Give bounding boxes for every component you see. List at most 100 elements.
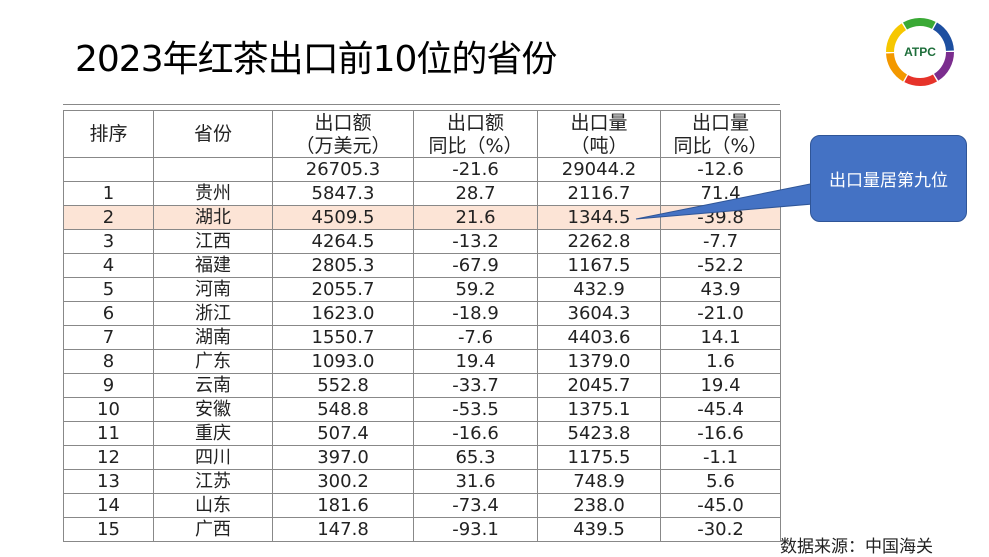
table-cell bbox=[63, 157, 154, 182]
table-cell: 8 bbox=[63, 349, 154, 374]
table-cell: 28.7 bbox=[413, 181, 538, 206]
table-cell: 1375.1 bbox=[537, 397, 661, 422]
column-header: 出口额 bbox=[272, 110, 414, 134]
table-cell: 福建 bbox=[153, 253, 273, 278]
table-cell: 3604.3 bbox=[537, 301, 661, 326]
table-row: 7 湖南 1550.7 -7.6 4403.6 14.1 bbox=[63, 325, 781, 350]
table-cell: 4264.5 bbox=[272, 229, 414, 254]
table-cell: -13.2 bbox=[413, 229, 538, 254]
table-cell: 四川 bbox=[153, 445, 273, 470]
table-row: 1 贵州 5847.3 28.7 2116.7 71.4 bbox=[63, 181, 781, 206]
table-row: 10 安徽 548.8 -53.5 1375.1 -45.4 bbox=[63, 397, 781, 422]
table-cell: 2055.7 bbox=[272, 277, 414, 302]
table-cell: 14.1 bbox=[660, 325, 781, 350]
table-cell: 65.3 bbox=[413, 445, 538, 470]
table-cell: 1550.7 bbox=[272, 325, 414, 350]
table-row: 12 四川 397.0 65.3 1175.5 -1.1 bbox=[63, 445, 781, 470]
table-cell: 552.8 bbox=[272, 373, 414, 398]
table-row: 8 广东 1093.0 19.4 1379.0 1.6 bbox=[63, 349, 781, 374]
table-cell: 浙江 bbox=[153, 301, 273, 326]
table-row: 11 重庆 507.4 -16.6 5423.8 -16.6 bbox=[63, 421, 781, 446]
table-cell: 15 bbox=[63, 517, 154, 542]
table-cell: 4509.5 bbox=[272, 205, 414, 230]
table-cell bbox=[153, 157, 273, 182]
table-cell: 147.8 bbox=[272, 517, 414, 542]
column-header: （万美元） bbox=[272, 134, 414, 158]
table-cell: -21.0 bbox=[660, 301, 781, 326]
table-cell: 14 bbox=[63, 493, 154, 518]
table-row: 5 河南 2055.7 59.2 432.9 43.9 bbox=[63, 277, 781, 302]
table-cell: 31.6 bbox=[413, 469, 538, 494]
table-cell: 6 bbox=[63, 301, 154, 326]
table-cell: 439.5 bbox=[537, 517, 661, 542]
column-header: 出口量 bbox=[660, 110, 781, 134]
table-cell: 181.6 bbox=[272, 493, 414, 518]
table-cell: 12 bbox=[63, 445, 154, 470]
table-cell: 贵州 bbox=[153, 181, 273, 206]
table-row: 6 浙江 1623.0 -18.9 3604.3 -21.0 bbox=[63, 301, 781, 326]
table-cell: 238.0 bbox=[537, 493, 661, 518]
table-row: 14 山东 181.6 -73.4 238.0 -45.0 bbox=[63, 493, 781, 518]
table-cell: 2116.7 bbox=[537, 181, 661, 206]
table-cell: -53.5 bbox=[413, 397, 538, 422]
table-cell: 湖北 bbox=[153, 205, 273, 230]
column-header: 出口额 bbox=[413, 110, 538, 134]
table-row: 4 福建 2805.3 -67.9 1167.5 -52.2 bbox=[63, 253, 781, 278]
table-cell: -45.4 bbox=[660, 397, 781, 422]
table-cell: -73.4 bbox=[413, 493, 538, 518]
table-row: 15 广西 147.8 -93.1 439.5 -30.2 bbox=[63, 517, 781, 542]
table-cell: -12.6 bbox=[660, 157, 781, 182]
data-source: 数据来源：中国海关 bbox=[780, 537, 933, 557]
table-cell: 湖南 bbox=[153, 325, 273, 350]
table-cell: 5423.8 bbox=[537, 421, 661, 446]
table-cell: -67.9 bbox=[413, 253, 538, 278]
table-cell: 1167.5 bbox=[537, 253, 661, 278]
table-cell: 山东 bbox=[153, 493, 273, 518]
table-cell: 1344.5 bbox=[537, 205, 661, 230]
table-cell: 5.6 bbox=[660, 469, 781, 494]
table-cell: 1093.0 bbox=[272, 349, 414, 374]
table-top-border bbox=[63, 104, 780, 105]
table-cell: -45.0 bbox=[660, 493, 781, 518]
table-cell: 江苏 bbox=[153, 469, 273, 494]
column-header: 出口量 bbox=[537, 110, 661, 134]
table-cell: 5 bbox=[63, 277, 154, 302]
table-cell: 4403.6 bbox=[537, 325, 661, 350]
atpc-logo: ATPC bbox=[886, 18, 954, 86]
table-cell: 21.6 bbox=[413, 205, 538, 230]
table-cell: 10 bbox=[63, 397, 154, 422]
table-cell: -39.8 bbox=[660, 205, 781, 230]
table-cell: 548.8 bbox=[272, 397, 414, 422]
table-cell: 19.4 bbox=[413, 349, 538, 374]
table-cell: 71.4 bbox=[660, 181, 781, 206]
table-cell: 重庆 bbox=[153, 421, 273, 446]
table-cell: 广东 bbox=[153, 349, 273, 374]
callout-text: 出口量居第九位 bbox=[829, 171, 948, 191]
table-row: 9 云南 552.8 -33.7 2045.7 19.4 bbox=[63, 373, 781, 398]
table-cell: 河南 bbox=[153, 277, 273, 302]
table-cell: 1379.0 bbox=[537, 349, 661, 374]
column-header: （吨） bbox=[537, 134, 661, 158]
table-row: 2 湖北 4509.5 21.6 1344.5 -39.8 bbox=[63, 205, 781, 230]
svg-text:ATPC: ATPC bbox=[904, 45, 936, 59]
table-cell: -7.6 bbox=[413, 325, 538, 350]
table-row: 26705.3 -21.6 29044.2 -12.6 bbox=[63, 157, 781, 182]
table-cell: 748.9 bbox=[537, 469, 661, 494]
table-row: 3 江西 4264.5 -13.2 2262.8 -7.7 bbox=[63, 229, 781, 254]
table-cell: 397.0 bbox=[272, 445, 414, 470]
table-cell: -93.1 bbox=[413, 517, 538, 542]
column-header: 排序 bbox=[63, 110, 154, 158]
table-cell: 11 bbox=[63, 421, 154, 446]
table-cell: -33.7 bbox=[413, 373, 538, 398]
table-cell: 1175.5 bbox=[537, 445, 661, 470]
table-cell: 1 bbox=[63, 181, 154, 206]
table-cell: 2 bbox=[63, 205, 154, 230]
table-cell: 1.6 bbox=[660, 349, 781, 374]
table-cell: 1623.0 bbox=[272, 301, 414, 326]
callout-box: 出口量居第九位 bbox=[810, 135, 967, 222]
table-cell: -16.6 bbox=[660, 421, 781, 446]
table-cell: 4 bbox=[63, 253, 154, 278]
table-cell: 19.4 bbox=[660, 373, 781, 398]
table-cell: 43.9 bbox=[660, 277, 781, 302]
column-header: 同比（%） bbox=[660, 134, 781, 158]
